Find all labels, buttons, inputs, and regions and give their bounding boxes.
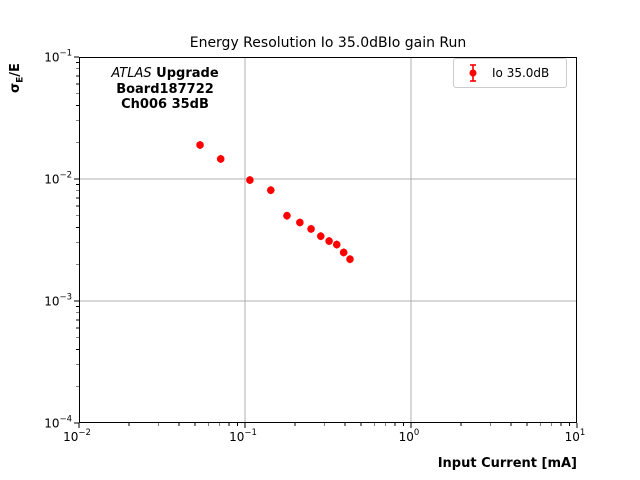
x-axis-label: Input Current [mA] bbox=[437, 456, 577, 471]
y-tick-label: 10−3 bbox=[44, 293, 72, 309]
y-axis-label: σE/E bbox=[8, 46, 26, 110]
data-point bbox=[307, 225, 315, 233]
annotation-atlas: ATLAS bbox=[111, 66, 152, 81]
y-tick-label: 10−4 bbox=[44, 415, 72, 431]
legend: Io 35.0dB bbox=[453, 58, 567, 88]
data-point bbox=[196, 141, 204, 149]
y-tick-label: 10−2 bbox=[44, 171, 72, 187]
data-point bbox=[325, 237, 333, 245]
data-point bbox=[346, 255, 354, 264]
data-point bbox=[296, 218, 304, 227]
data-point bbox=[316, 232, 325, 240]
annotation-line-2: Board187722 bbox=[116, 81, 214, 97]
annotation-line-1: ATLAS Upgrade bbox=[99, 66, 231, 82]
data-point bbox=[266, 186, 275, 194]
legend-label: Io 35.0dB bbox=[492, 66, 550, 80]
annotation-line-3: Ch006 35dB bbox=[121, 97, 209, 112]
y-tick-label: 10−1 bbox=[44, 49, 72, 65]
x-tick-label: 10−2 bbox=[63, 428, 91, 444]
x-tick-label: 100 bbox=[399, 428, 420, 444]
data-point bbox=[339, 248, 348, 257]
x-tick-label: 10−1 bbox=[229, 428, 257, 444]
annotation-upgrade: Upgrade bbox=[156, 66, 219, 81]
data-point bbox=[283, 211, 291, 220]
ylabel-rest: /E bbox=[8, 63, 23, 77]
x-tick-label: 101 bbox=[565, 428, 586, 444]
errorbar-marker-icon bbox=[469, 64, 477, 82]
data-point bbox=[216, 155, 225, 163]
chart-title: Energy Resolution Io 35.0dBIo gain Run bbox=[189, 35, 467, 51]
data-point bbox=[332, 240, 341, 249]
ylabel-subscript: E bbox=[15, 76, 26, 83]
data-point bbox=[246, 176, 254, 184]
atlas-annotation: ATLAS Upgrade Board187722 Ch006 35dB bbox=[99, 66, 231, 113]
ylabel-sigma: σ bbox=[8, 82, 23, 93]
axes-spines bbox=[79, 57, 577, 423]
